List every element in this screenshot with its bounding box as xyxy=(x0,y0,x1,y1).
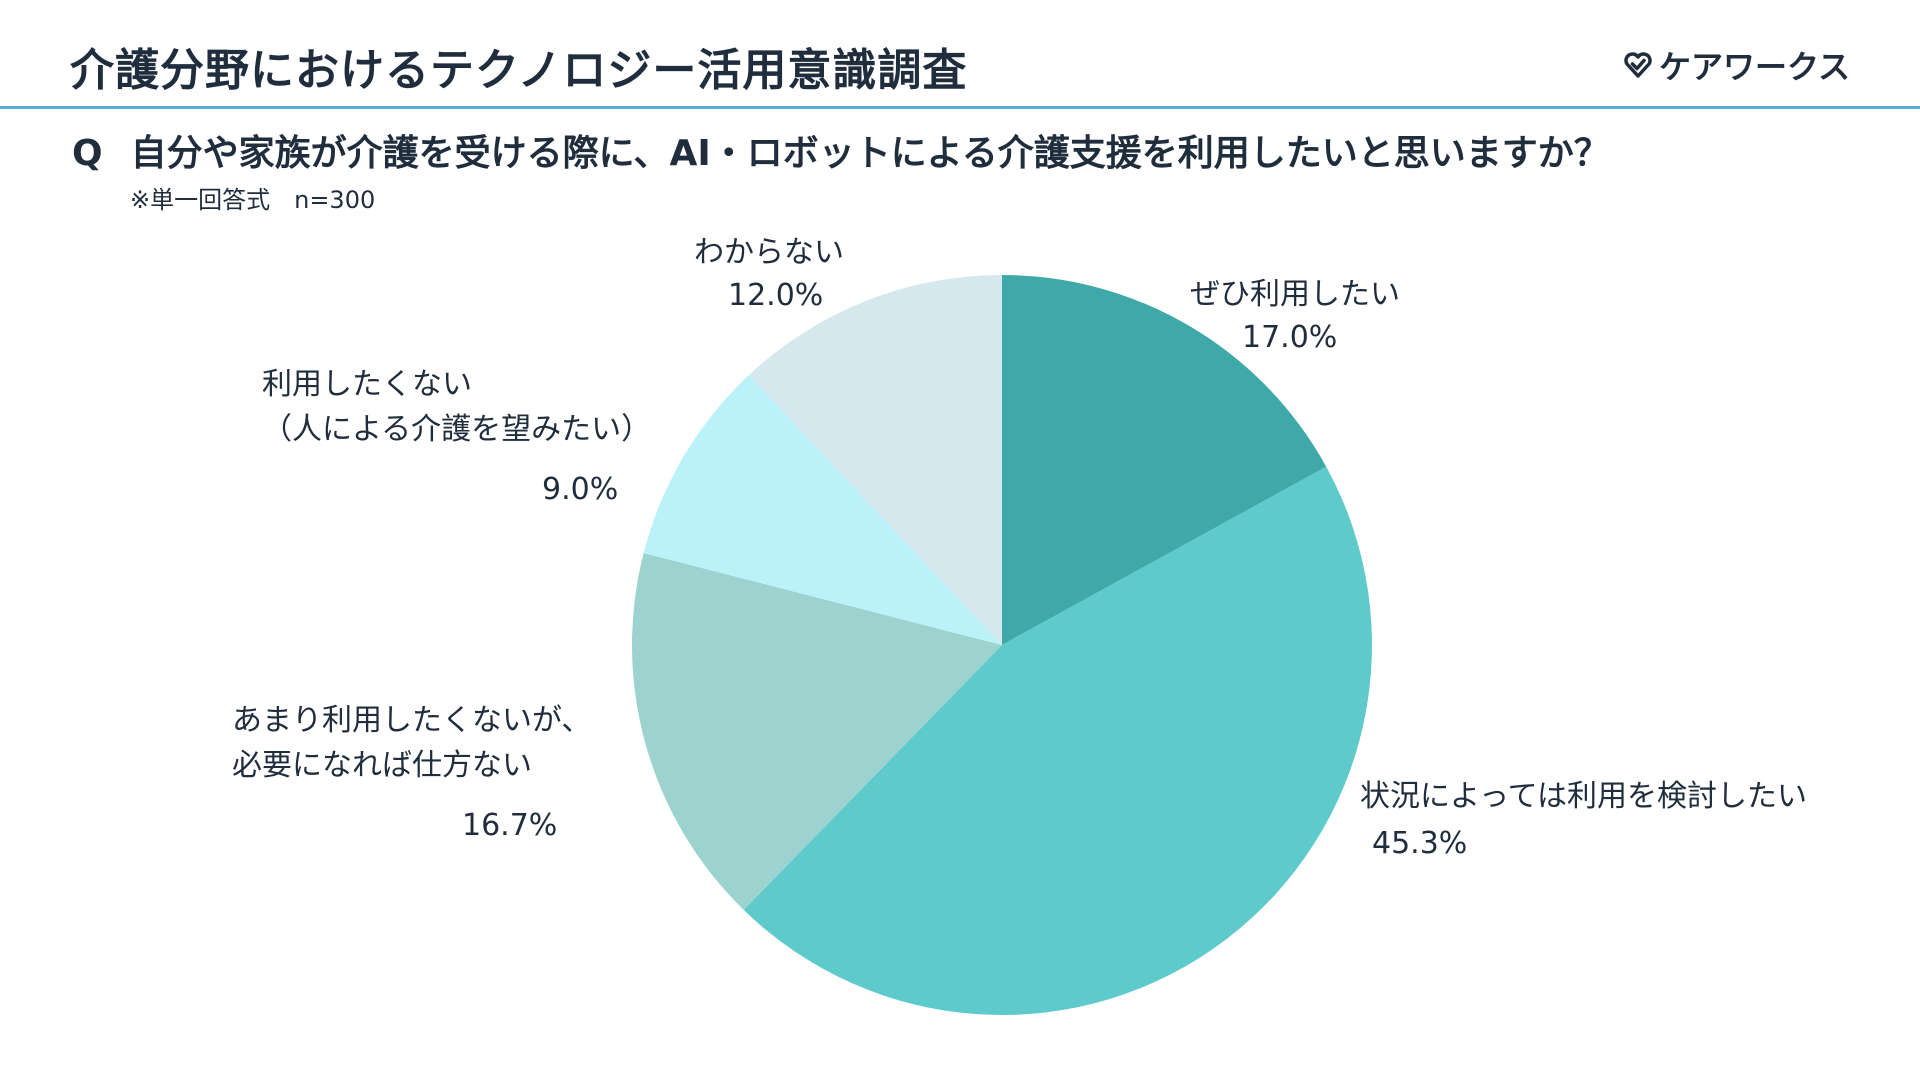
heart-check-icon xyxy=(1623,50,1653,80)
slice-label-consider: 状況によっては利用を検討したい xyxy=(1360,779,1807,814)
slice-label-reluctant: あまり利用したくないが、 必要になれば仕方ない xyxy=(232,703,592,783)
question-text: 自分や家族が介護を受ける際に、AI・ロボットによる介護支援を利用したいと思います… xyxy=(130,133,1610,174)
slice-label-unknown: わからない xyxy=(694,235,844,270)
question-mark: Q xyxy=(72,133,103,174)
slice-reluctant xyxy=(631,552,1002,910)
survey-note: ※単一回答式 n=300 xyxy=(130,186,376,214)
slice-consider xyxy=(743,466,1372,1016)
slice-label-not-want: 利用したくない （人による介護を望みたい） xyxy=(262,367,652,447)
slice-value-consider: 45.3% xyxy=(1372,826,1468,861)
slice-label-want: ぜひ利用したい xyxy=(1190,277,1400,312)
slice-value-reluctant: 16.7% xyxy=(462,808,558,843)
page-title: 介護分野におけるテクノロジー活用意識調査 xyxy=(70,45,968,96)
logo-text: ケアワークス xyxy=(1658,48,1850,86)
slice-not-want xyxy=(643,375,1002,645)
slice-want xyxy=(1002,275,1327,645)
slice-value-unknown: 12.0% xyxy=(728,278,824,313)
brand-logo: ケアワークス xyxy=(1623,42,1850,88)
slice-value-not-want: 9.0% xyxy=(542,472,619,507)
slice-unknown xyxy=(748,275,1002,645)
slice-value-want: 17.0% xyxy=(1242,320,1338,355)
survey-question: Q 自分や家族が介護を受ける際に、AI・ロボットによる介護支援を利用したいと思いま… xyxy=(72,124,1610,176)
header-divider xyxy=(0,106,1920,109)
